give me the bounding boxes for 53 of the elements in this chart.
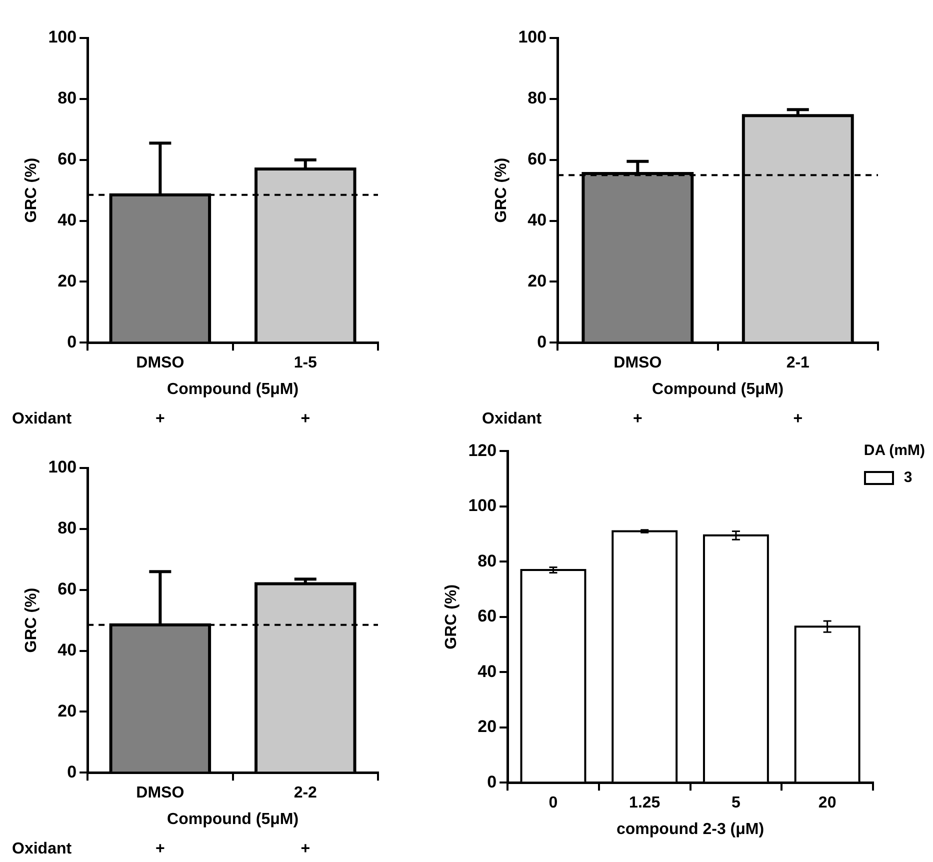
y-tick-label: 40 <box>58 640 77 660</box>
text: Oxidant <box>12 840 72 858</box>
text: + <box>300 410 310 428</box>
x-tick-label: 0 <box>548 794 558 812</box>
y-tick-label: 20 <box>528 271 547 290</box>
text: + <box>300 840 310 858</box>
x-tick-label: DMSO <box>136 784 184 802</box>
y-axis-title: GRC (%) <box>23 588 40 653</box>
text: Oxidant <box>12 410 72 428</box>
x-axis-title: Compound (5μM) <box>652 380 784 398</box>
x-tick-label: 1-5 <box>294 354 318 372</box>
legend-title: DA (mM) <box>864 442 925 459</box>
y-axis-title: GRC (%) <box>23 158 40 223</box>
y-tick-label: 60 <box>58 580 77 599</box>
y-tick-label: 100 <box>48 458 77 477</box>
y-tick-label: 20 <box>58 701 77 720</box>
x-tick-label: DMSO <box>136 354 184 372</box>
y-tick-label: 40 <box>528 210 547 230</box>
y-tick-label: 40 <box>478 662 497 681</box>
y-tick-label: 100 <box>48 28 77 47</box>
y-axis-title: GRC (%) <box>443 584 460 650</box>
y-tick-label: 60 <box>478 606 497 626</box>
x-tick-label: 20 <box>818 794 836 812</box>
x-axis-title: Compound (5μM) <box>167 380 299 398</box>
y-axis-title: GRC (%) <box>493 158 510 223</box>
y-tick-label: 80 <box>478 551 497 570</box>
y-tick-label: 80 <box>58 88 77 108</box>
text: Oxidant <box>482 410 542 428</box>
x-tick-label: 5 <box>732 794 741 812</box>
text: 3 <box>904 469 912 486</box>
text: + <box>156 410 165 428</box>
y-tick-label: 40 <box>58 210 77 230</box>
y-tick-label: 80 <box>528 88 547 108</box>
y-tick-label: 0 <box>67 332 77 352</box>
y-tick-label: 20 <box>58 271 77 290</box>
x-axis-title: Compound (5μM) <box>167 810 299 828</box>
x-tick-label: 2-2 <box>294 784 318 802</box>
text: + <box>793 410 803 428</box>
y-tick-label: 100 <box>518 28 547 47</box>
y-tick-label: 80 <box>58 518 77 538</box>
x-tick-label: 2-1 <box>786 354 810 372</box>
x-axis-title: compound 2-3 (μM) <box>616 820 764 838</box>
y-tick-label: 0 <box>67 762 77 782</box>
y-tick-label: 120 <box>468 440 497 460</box>
text: + <box>156 840 165 858</box>
y-tick-label: 60 <box>58 150 77 169</box>
x-tick-label: DMSO <box>614 354 662 372</box>
y-tick-label: 20 <box>478 717 497 736</box>
y-tick-label: 60 <box>528 150 547 169</box>
y-tick-label: 0 <box>537 332 547 352</box>
text: + <box>633 410 642 428</box>
y-tick-label: 100 <box>468 496 497 516</box>
x-tick-label: 1.25 <box>629 794 660 812</box>
